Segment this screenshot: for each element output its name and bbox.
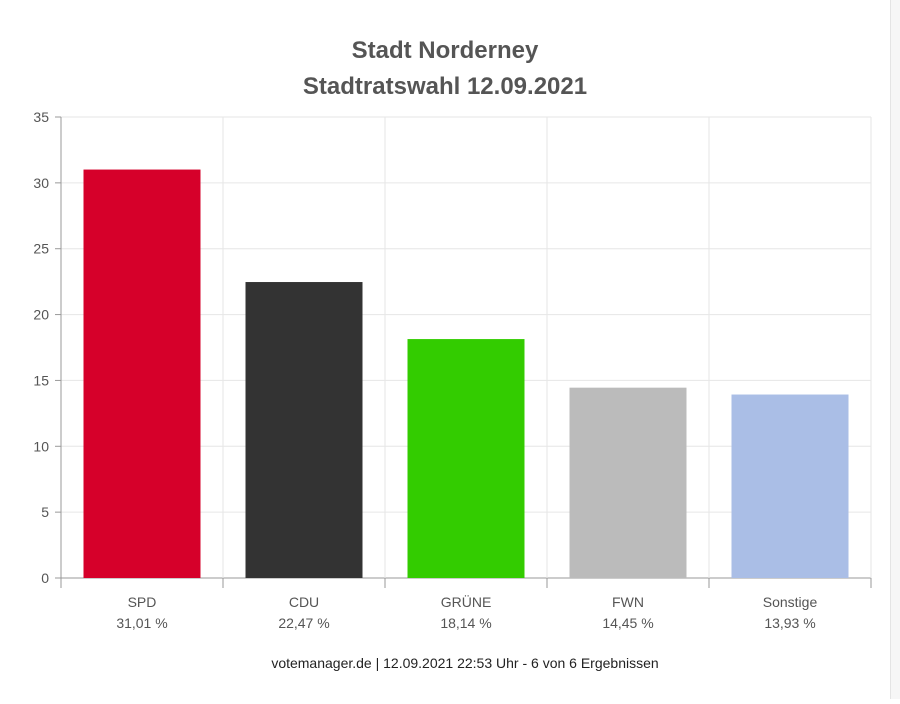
x-value-label: 31,01 % xyxy=(116,615,167,631)
x-category-label: CDU xyxy=(289,594,319,610)
bars xyxy=(83,169,849,578)
x-value-label: 13,93 % xyxy=(764,615,815,631)
y-tick-label: 15 xyxy=(33,372,49,388)
y-tick-label: 20 xyxy=(33,307,49,323)
x-value-label: 14,45 % xyxy=(602,615,653,631)
x-category-label: FWN xyxy=(612,594,644,610)
x-category-label: Sonstige xyxy=(763,594,818,610)
y-tick-label: 5 xyxy=(41,504,49,520)
axis-labels: 0 5 10 15 20 25 30 35 SPD 31,01 % CDU 22,47 % GRÜNE 1… xyxy=(33,109,817,631)
bar-sonstige[interactable] xyxy=(731,394,849,578)
y-tick-label: 10 xyxy=(33,438,49,454)
bar-spd[interactable] xyxy=(83,169,201,578)
bar-cdu[interactable] xyxy=(245,282,363,578)
chart-subtitle: Stadtratswahl 12.09.2021 xyxy=(303,73,587,100)
y-tick-label: 30 xyxy=(33,175,49,191)
scrollbar-track[interactable] xyxy=(890,0,900,699)
bar-grüne[interactable] xyxy=(407,339,525,578)
y-tick-label: 35 xyxy=(33,109,49,125)
chart-footer: votemanager.de | 12.09.2021 22:53 Uhr - … xyxy=(271,655,658,671)
x-value-label: 18,14 % xyxy=(440,615,491,631)
y-tick-label: 25 xyxy=(33,241,49,257)
y-tick-label: 0 xyxy=(41,570,49,586)
chart-title: Stadt Norderney xyxy=(352,37,539,64)
x-category-label: SPD xyxy=(128,594,157,610)
bar-fwn[interactable] xyxy=(569,387,687,578)
x-value-label: 22,47 % xyxy=(278,615,329,631)
x-category-label: GRÜNE xyxy=(441,593,492,610)
